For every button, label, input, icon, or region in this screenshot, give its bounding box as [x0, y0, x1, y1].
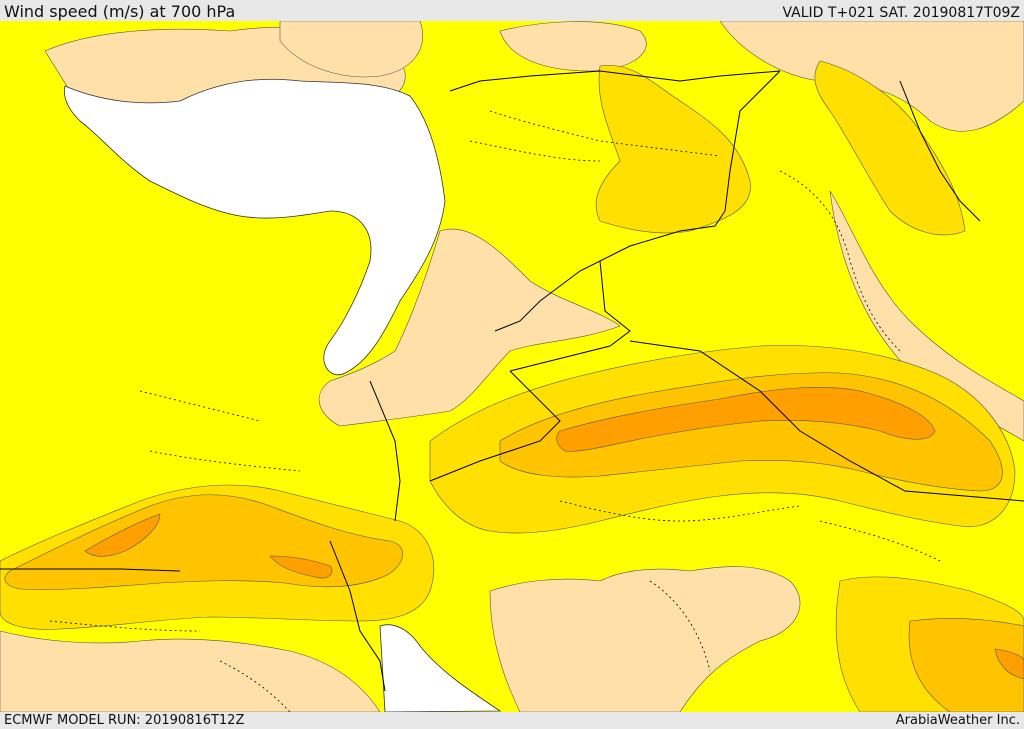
credit-label: ArabiaWeather Inc.	[895, 713, 1020, 728]
low-wind-regions	[0, 21, 1024, 712]
wind-speed-map	[0, 21, 1024, 712]
max-wind-cores	[84, 386, 1024, 680]
footer-bar	[0, 712, 1024, 729]
header-bar	[0, 0, 1024, 22]
sea-areas	[63, 78, 502, 712]
valid-time-label: VALID T+021 SAT. 20190817T09Z	[782, 5, 1020, 21]
dotted-boundaries	[49, 110, 941, 712]
country-borders	[0, 70, 1024, 692]
map-title: Wind speed (m/s) at 700 hPa	[4, 2, 236, 21]
model-run-label: ECMWF MODEL RUN: 20190816T12Z	[4, 713, 245, 728]
